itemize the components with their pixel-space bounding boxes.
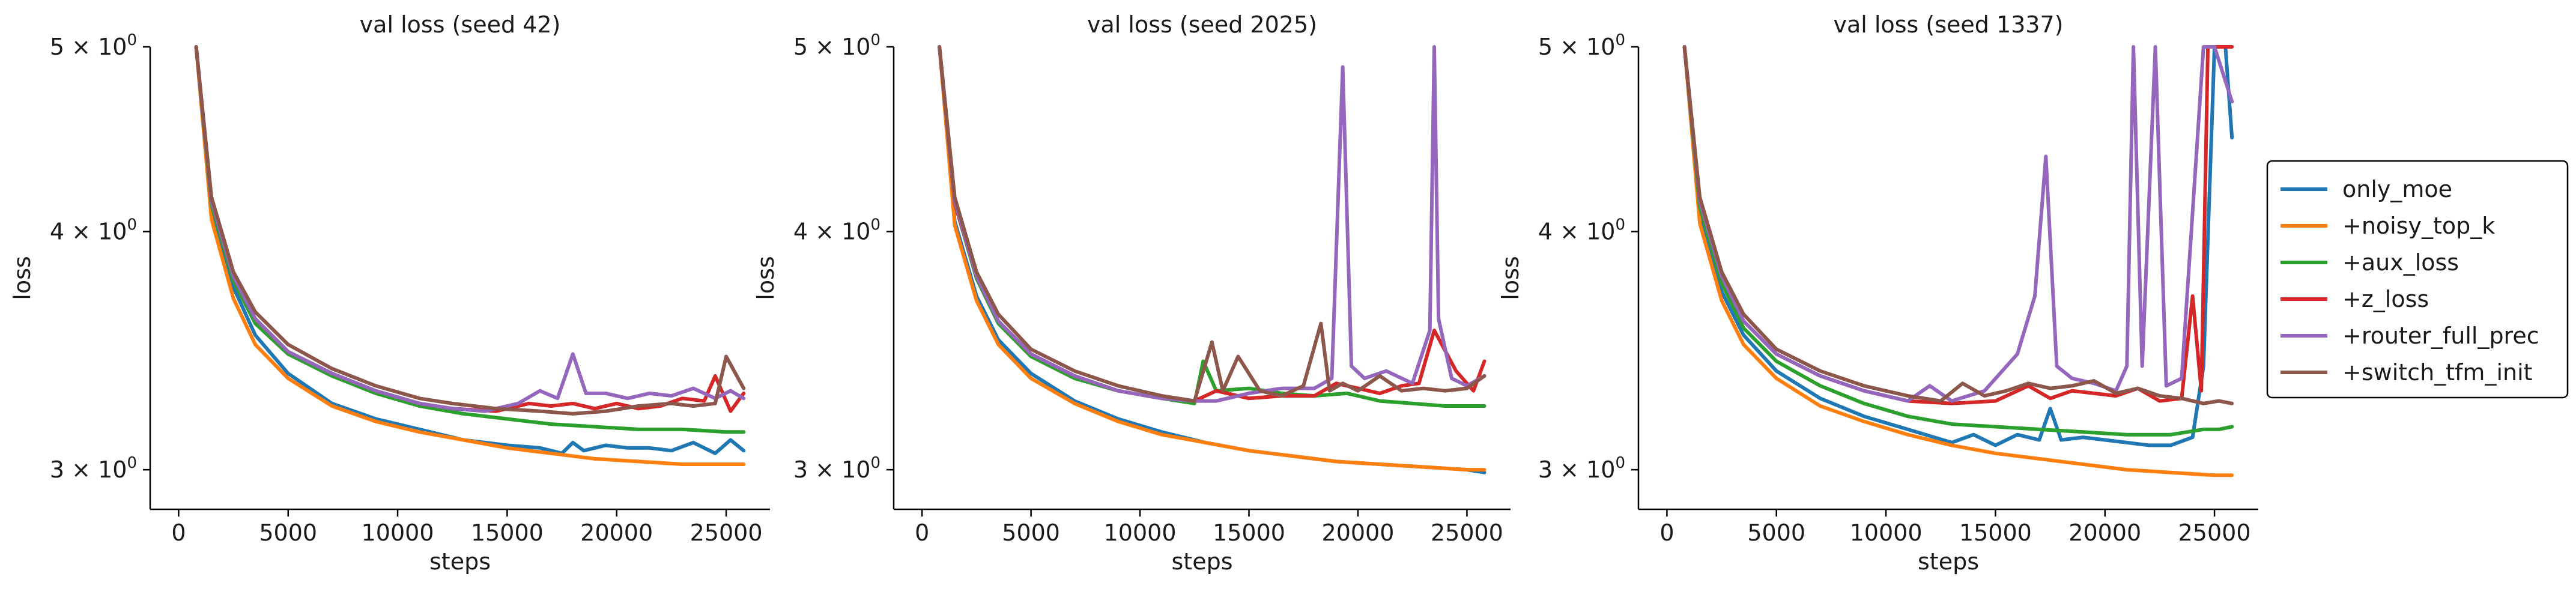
y-tick-exponent: 0 [127,31,137,49]
series-line-switch-tfm-init [1682,45,2234,405]
y-tick-base: 5 × 10 [793,34,871,60]
x-tick-label: 5000 [259,520,317,546]
x-tick-label: 15000 [471,520,544,546]
x-axis-label: steps [1918,548,1979,575]
series-line-aux-loss [194,45,746,434]
series-line-router-full-prec [938,45,1487,403]
y-tick-label: 5 × 100 [50,31,137,60]
series-line-switch-tfm-init [194,45,746,416]
legend-box [2266,160,2569,399]
y-tick-label: 5 × 100 [793,31,880,60]
x-tick-label: 10000 [1104,520,1177,546]
x-tick-label: 20000 [2068,520,2141,546]
y-tick-label: 3 × 100 [50,454,137,483]
series-group [938,45,1487,474]
x-tick-label: 15000 [1959,520,2032,546]
y-axis-label: loss [753,256,779,300]
series-line-router-full-prec [1682,45,2234,403]
y-axis-label: loss [1497,256,1524,300]
y-tick-base: 3 × 10 [1538,456,1616,483]
y-tick-exponent: 0 [127,216,137,234]
y-tick-base: 3 × 10 [793,456,871,483]
x-tick-label: 10000 [362,520,434,546]
legend: only_moe +noisy_top_k +aux_loss +z_loss +rou… [2266,160,2569,399]
x-axis-label: steps [1172,548,1233,575]
panel-title: val loss (seed 2025) [1087,11,1317,38]
series-line-noisy-top-k [194,45,746,466]
legend-label-only-moe: only_moe [2342,176,2452,202]
panel-title: val loss (seed 42) [360,11,561,38]
y-tick-label: 4 × 100 [793,216,880,245]
y-tick-base: 4 × 10 [793,219,871,245]
legend-label-noisy-top-k: +noisy_top_k [2342,213,2495,239]
series-line-aux-loss [938,45,1487,408]
x-tick-label: 25000 [1431,520,1503,546]
y-tick-base: 5 × 10 [1538,34,1616,60]
panel-title: val loss (seed 1337) [1833,11,2063,38]
y-tick-label: 5 × 100 [1538,31,1625,60]
legend-label-router-full-prec: +router_full_prec [2342,323,2539,349]
x-tick-label: 15000 [1213,520,1285,546]
y-tick-base: 4 × 10 [50,219,127,245]
x-axis-label: steps [429,548,491,575]
y-tick-label: 4 × 100 [1538,216,1625,245]
x-tick-label: 20000 [1322,520,1395,546]
x-tick-label: 25000 [690,520,763,546]
y-tick-exponent: 0 [127,454,137,472]
y-tick-exponent: 0 [870,31,880,49]
x-tick-label: 5000 [1002,520,1060,546]
series-group [1682,45,2234,477]
y-tick-exponent: 0 [870,216,880,234]
series-line-noisy-top-k [1682,45,2234,477]
series-group [194,45,746,466]
series-line-only-moe [194,45,746,455]
legend-label-z-loss: +z_loss [2342,286,2429,312]
y-tick-label: 3 × 100 [1538,454,1625,483]
legend-label-switch-tfm-init: +switch_tfm_init [2342,359,2533,386]
y-tick-label: 3 × 100 [793,454,880,483]
y-tick-exponent: 0 [1615,216,1625,234]
x-tick-label: 10000 [1850,520,1923,546]
y-tick-base: 3 × 10 [50,456,127,483]
legend-label-aux-loss: +aux_loss [2342,249,2459,276]
x-tick-label: 0 [915,520,929,546]
series-line-switch-tfm-init [938,45,1487,403]
y-tick-exponent: 0 [1615,31,1625,49]
x-tick-label: 20000 [580,520,653,546]
x-tick-label: 5000 [1747,520,1805,546]
series-line-noisy-top-k [938,45,1487,472]
series-line-only-moe [1682,45,2234,447]
series-line-router-full-prec [194,45,746,413]
series-line-aux-loss [1682,45,2234,437]
series-line-z-loss [194,45,746,413]
y-axis-label: loss [9,256,35,300]
y-tick-exponent: 0 [1615,454,1625,472]
y-tick-label: 4 × 100 [50,216,137,245]
y-tick-base: 4 × 10 [1538,219,1616,245]
x-tick-label: 0 [171,520,186,546]
series-line-only-moe [938,45,1487,474]
y-tick-exponent: 0 [870,454,880,472]
x-tick-label: 25000 [2178,520,2251,546]
y-tick-base: 5 × 10 [50,34,127,60]
x-tick-label: 0 [1659,520,1674,546]
